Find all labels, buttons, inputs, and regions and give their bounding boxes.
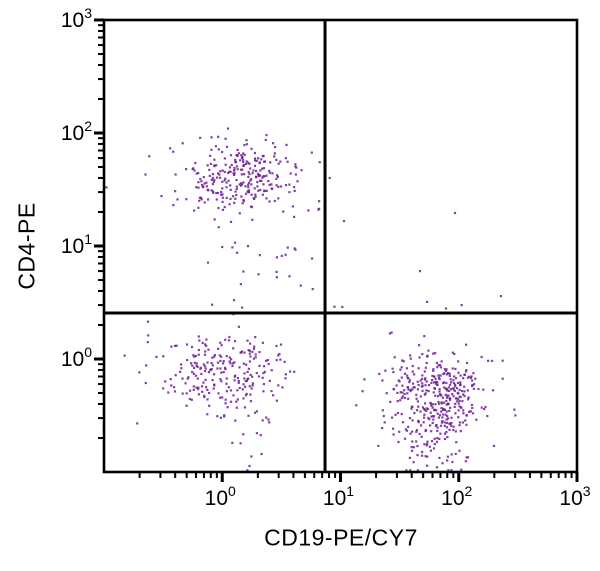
- quadrant-gate-lines: [104, 20, 577, 472]
- svg-text:103: 103: [61, 5, 92, 32]
- svg-text:100: 100: [61, 344, 92, 371]
- svg-text:102: 102: [61, 118, 92, 145]
- y-axis-tick-labels: 100 101 102 103: [61, 5, 92, 371]
- svg-text:100: 100: [205, 483, 236, 510]
- dots-layer: [105, 127, 517, 472]
- x-axis-ticks: [138, 472, 579, 482]
- y-axis-ticks: [94, 18, 104, 439]
- plot-frame: [102, 18, 579, 474]
- svg-text:102: 102: [441, 483, 472, 510]
- svg-text:101: 101: [61, 231, 92, 258]
- svg-text:101: 101: [323, 483, 354, 510]
- y-axis-title: CD4-PE: [13, 202, 40, 290]
- x-axis-title: CD19-PE/CY7: [264, 524, 418, 551]
- x-axis-tick-labels: 100 101 102 103: [205, 483, 591, 510]
- svg-text:103: 103: [559, 483, 590, 510]
